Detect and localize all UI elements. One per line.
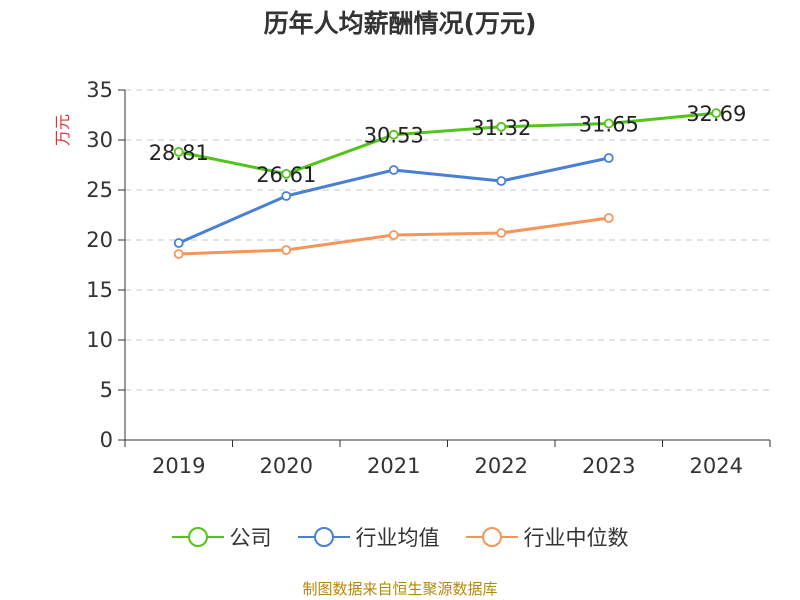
legend-item[interactable]: 行业中位数 xyxy=(465,522,629,552)
data-point xyxy=(496,121,507,132)
x-tick-label: 2019 xyxy=(152,454,205,478)
x-tick-label: 2023 xyxy=(582,454,635,478)
legend-marker-icon xyxy=(171,527,224,547)
legend-label: 行业中位数 xyxy=(523,526,629,550)
legend-label: 公司 xyxy=(229,526,272,550)
x-tick-label: 2021 xyxy=(367,454,420,478)
series-line-0 xyxy=(178,111,717,176)
legend-item[interactable]: 行业均值 xyxy=(297,522,440,552)
data-point xyxy=(388,230,399,240)
y-axis-label: 万元 xyxy=(53,114,72,146)
chart-title: 历年人均薪酬情况(万元) xyxy=(263,9,537,38)
data-label: 26.61 xyxy=(256,163,316,187)
y-tick-label: 10 xyxy=(86,328,113,352)
data-label: 31.32 xyxy=(471,116,531,140)
source-note: 制图数据来自恒生聚源数据库 xyxy=(302,580,498,598)
y-tick-label: 20 xyxy=(86,228,113,252)
data-point xyxy=(173,238,184,248)
data-point xyxy=(281,168,292,179)
legend-marker-icon xyxy=(297,527,350,547)
data-point xyxy=(173,146,184,157)
legend-label: 行业均值 xyxy=(355,526,440,550)
y-tick-label: 25 xyxy=(86,178,113,202)
data-point xyxy=(496,176,507,186)
data-label: 31.65 xyxy=(579,113,639,137)
data-point xyxy=(388,129,399,140)
data-point xyxy=(173,249,184,259)
data-point xyxy=(711,108,722,118)
data-point xyxy=(603,153,614,163)
x-tick-label: 2020 xyxy=(260,454,313,478)
data-point xyxy=(603,213,614,223)
data-point xyxy=(603,118,614,129)
data-label: 30.53 xyxy=(364,124,424,148)
y-tick-label: 35 xyxy=(86,78,113,102)
y-tick-label: 5 xyxy=(100,378,113,402)
legend: 公司 行业均值 行业中位数 xyxy=(0,522,800,552)
y-tick-label: 0 xyxy=(100,428,113,452)
data-point xyxy=(496,228,507,238)
legend-marker-icon xyxy=(465,527,518,547)
x-tick-label: 2022 xyxy=(475,454,528,478)
data-point xyxy=(281,191,292,201)
data-point xyxy=(388,165,399,175)
y-tick-label: 30 xyxy=(86,128,113,152)
data-label: 32.69 xyxy=(686,102,746,126)
y-tick-label: 15 xyxy=(86,278,113,302)
data-label: 28.81 xyxy=(149,141,209,165)
data-point xyxy=(281,245,292,255)
x-tick-label: 2024 xyxy=(690,454,743,478)
legend-item[interactable]: 公司 xyxy=(171,522,272,552)
